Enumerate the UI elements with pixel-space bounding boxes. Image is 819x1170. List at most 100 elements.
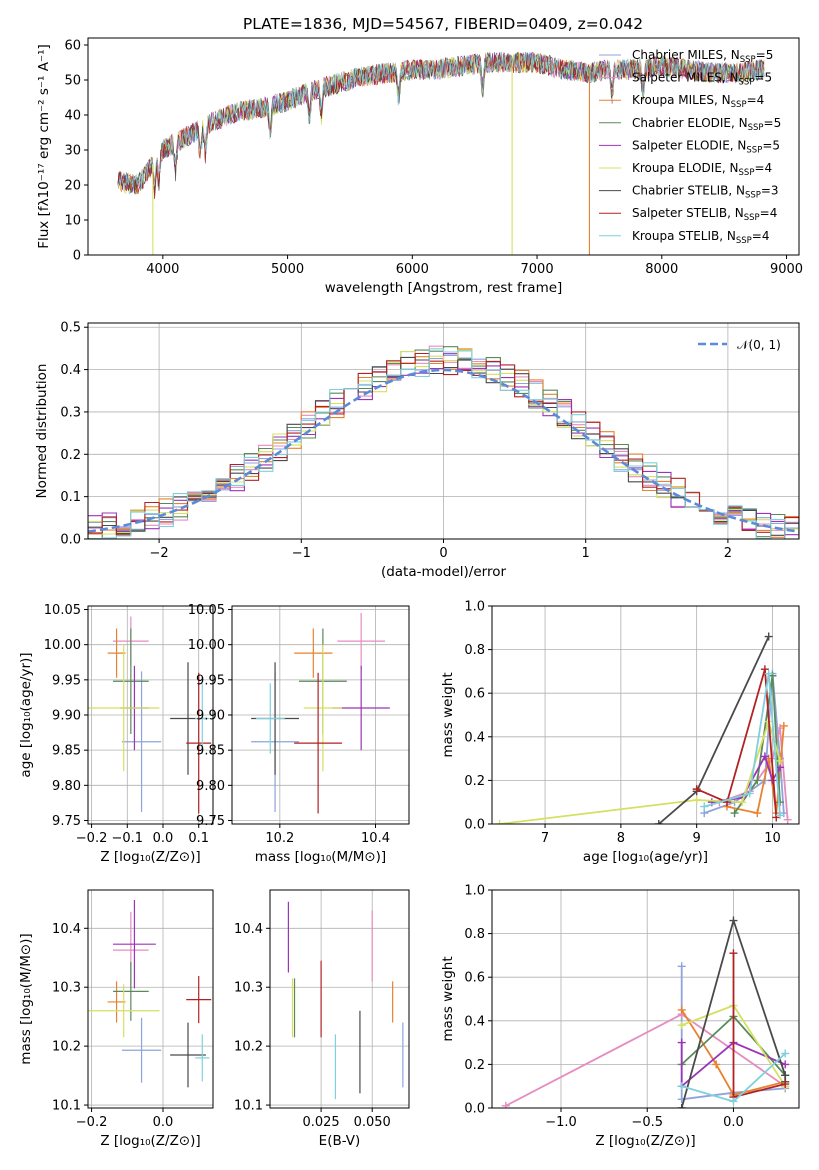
weight-marker [495,820,504,824]
weight-series-6 [495,717,785,824]
normal-legend-label: 𝒩(0, 1) [737,338,781,352]
axes-frame [491,605,800,825]
weight-marker [692,785,701,794]
plot-area [88,345,799,539]
y-tick-label: 0.4 [464,730,485,745]
normal-curve [88,368,799,533]
weight-marker [753,809,762,818]
errorbar-point-4 [113,628,149,734]
y-axis-label: Normed distribution [34,364,50,499]
x-axis-label: age [log₁₀(age/yr)] [583,849,708,865]
x-tick-label: 10 [764,831,781,846]
panel-spectrum: 4000 5000 6000 7000 8000 9000 0 10 20 30 40 50 60 wav… [36,37,803,296]
figure-title: PLATE=1836, MJD=54567, FIBERID=0409, z=0… [243,15,643,33]
plot-area [88,900,212,1088]
y-tick-label: 40 [64,109,81,124]
x-axis-label: E(B-V) [319,1133,361,1149]
weight-marker [729,916,738,925]
x-tick-label: 10.4 [361,831,390,846]
axes-decorations: −0.2 −0.1 0.0 0.1 9.75 9.80 9.85 9.90 9.95 10.00 1… [18,603,214,865]
weight-marker [760,665,769,674]
y-axis-label: mass weight [440,672,456,757]
x-axis-label: (data-model)/error [381,564,507,580]
weight-series-8 [692,665,781,822]
errorbar-point-3 [107,628,126,678]
axes-decorations: 0.025 0.050 10.1 10.2 10.3 10.4 E(B-V) [234,889,410,1149]
weight-marker [700,802,709,811]
x-tick-label: 0.0 [153,831,174,846]
errorbar-point-8 [294,672,343,814]
legend-label-9: Kroupa STELIB, NSSP=4 [632,229,770,246]
weight-marker [677,1005,686,1014]
weight-marker [760,752,769,761]
y-tick-label: 10.05 [44,603,81,618]
weight-line [680,1041,786,1089]
x-tick-label: 0.0 [723,1115,744,1130]
errorbar-point-8 [186,976,212,1024]
legend-label-1: Chabrier MILES, NSSP=5 [632,48,773,65]
y-tick-label: 9.85 [52,744,81,759]
y-tick-label: 0.0 [464,1102,485,1117]
errorbar-point-8 [186,672,212,814]
plot-area [117,51,765,255]
y-tick-label: 0.0 [464,818,485,833]
legend-label-6: Kroupa ELODIE, NSSP=4 [632,161,772,178]
y-tick-label: 10.00 [44,638,81,653]
y-tick-label: 10.3 [234,981,263,996]
weight-marker [729,1097,738,1106]
axes-frame [269,889,410,1109]
x-tick-label: 6000 [396,262,429,277]
errorbar-point-3 [107,981,126,1023]
axes-decorations: −2 −1 0 1 2 0.0 0.1 0.2 0.3 0.4 0.5 (data-model)/er… [34,321,800,580]
panel-age-vs-mass: 10.2 10.4 9.75 9.80 9.85 9.90 9.95 10.00 10.05 ma… [188,603,410,865]
x-tick-label: 0.050 [354,1115,391,1130]
weight-marker [779,721,788,730]
y-tick-label: 10.1 [52,1099,81,1114]
y-tick-label: 9.90 [196,709,225,724]
weight-marker [781,1060,790,1069]
errorbar-point-9 [195,1034,210,1082]
y-axis-label: Flux [fλ10⁻¹⁷ erg cm⁻² s⁻¹ A⁻¹] [36,44,52,249]
panel-mass-vs-z: −0.2 0.0 10.1 10.2 10.3 10.4 Z [log₁₀(Z/Z⊙)] ma… [18,889,214,1149]
x-tick-label: 8000 [645,262,678,277]
x-tick-label: −0.1 [111,831,143,846]
x-tick-label: 7 [541,831,549,846]
y-tick-label: 60 [64,39,81,54]
weight-marker [745,789,754,798]
errorbar-point-6 [303,644,343,772]
y-tick-label: 0.6 [464,687,485,702]
y-tick-label: 9.80 [196,779,225,794]
weight-marker [753,776,762,785]
weight-marker [677,1082,686,1091]
y-tick-label: 10.4 [52,922,81,937]
weight-marker [729,949,738,958]
x-tick-label: −0.2 [76,831,108,846]
x-tick-label: 2 [724,546,732,561]
panel-mass-weight-vs-age: 7 8 9 10 0.0 0.2 0.4 0.6 0.8 1.0 age [log₁₀(age/yr… [440,600,800,865]
axes-decorations: 4000 5000 6000 7000 8000 9000 0 10 20 30 40 50 60 wav… [36,37,803,296]
x-tick-label: 0.0 [153,1115,174,1130]
weight-marker [501,1101,510,1108]
y-tick-label: 20 [64,179,81,194]
errorbar-point-9 [255,683,285,754]
axes-decorations: −1.0 −0.5 0.0 0.0 0.2 0.4 0.6 0.8 1.0 Z [log₁₀(Z/… [440,884,800,1149]
y-tick-label: 10.05 [188,603,225,618]
weight-marker [764,669,773,678]
plot-area [88,616,212,814]
x-axis-label: Z [log₁₀(Z/Z⊙)] [595,1133,695,1149]
weight-marker [783,815,792,824]
y-tick-label: 0.8 [464,927,485,942]
y-tick-label: 10.2 [234,1040,263,1055]
y-tick-label: 1.0 [464,884,485,899]
x-axis-label: Z [log₁₀(Z/Z⊙)] [100,849,200,865]
errorbar-point-7 [170,1022,206,1088]
weight-marker [730,809,739,818]
weight-marker [677,1021,686,1030]
axes-decorations: 10.2 10.4 9.75 9.80 9.85 9.90 9.95 10.00 10.05 ma… [188,603,410,865]
y-tick-label: 0.2 [464,774,485,789]
y-tick-label: 1.0 [464,600,485,615]
errorbar-point-1 [121,671,162,813]
x-tick-label: 0.025 [302,1115,339,1130]
y-tick-label: 50 [64,74,81,89]
